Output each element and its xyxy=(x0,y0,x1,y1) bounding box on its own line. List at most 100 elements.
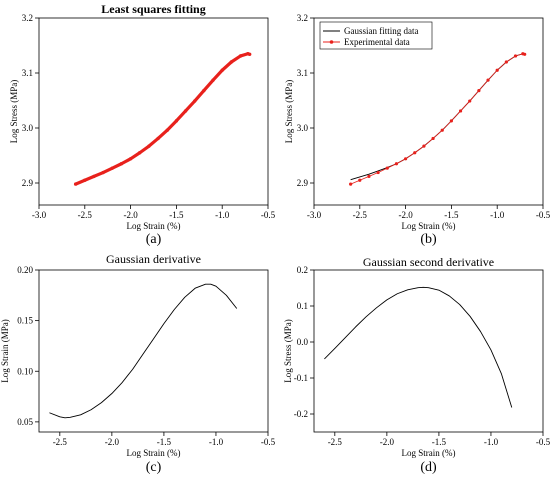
data-point xyxy=(495,68,499,72)
series-line-0 xyxy=(75,52,251,186)
x-axis-label: Log Strain (%) xyxy=(127,448,181,458)
panel-caption: (d) xyxy=(420,460,437,475)
x-tick-label: -1.0 xyxy=(490,210,505,220)
x-tick-label: -3.0 xyxy=(32,210,47,220)
x-tick-label: -1.0 xyxy=(209,437,224,447)
data-point xyxy=(440,128,444,132)
data-point xyxy=(431,136,435,141)
y-tick-label: 0.15 xyxy=(17,316,33,326)
data-point xyxy=(376,170,380,175)
data-point xyxy=(119,162,124,166)
y-tick-label: 3.2 xyxy=(297,13,308,23)
x-axis-label: Log Strain (%) xyxy=(402,448,456,458)
chart-panel-a: Least squares fitting -3.0 -2.5 -2.0 -1.5 -1.… xyxy=(9,2,276,247)
y-tick-label: 2.9 xyxy=(22,178,34,188)
x-axis-label: Log Strain (%) xyxy=(402,221,456,231)
data-point xyxy=(138,151,142,155)
series-line-0 xyxy=(49,283,238,419)
panel-caption: (c) xyxy=(146,460,162,475)
y-tick-label: 3.0 xyxy=(22,123,34,133)
data-point xyxy=(128,157,133,161)
data-point xyxy=(101,170,105,175)
chart-title: Least squares fitting xyxy=(101,2,205,16)
chart-panel-b: -3.0 -2.5 -2.0 -1.5 -1.0 -0.5 2.9 3.0 3.1 3.2 Log … xyxy=(284,13,550,247)
x-tick-label: -3.0 xyxy=(307,210,322,220)
y-tick-label: 2.9 xyxy=(297,178,309,188)
x-tick-label: -1.5 xyxy=(157,437,172,447)
y-tick-label: 3.1 xyxy=(297,68,308,78)
y-axis-label: Log Stress (MPa) xyxy=(9,80,19,144)
data-point xyxy=(449,119,453,123)
legend-box xyxy=(319,21,433,50)
x-tick-label: -2.5 xyxy=(78,210,93,220)
data-point xyxy=(404,157,408,161)
x-tick-label: -0.5 xyxy=(536,210,550,220)
data-point xyxy=(504,60,508,64)
series-line-0 xyxy=(350,53,525,181)
data-point xyxy=(349,182,353,186)
data-point xyxy=(211,78,215,82)
data-point xyxy=(477,89,481,93)
data-point xyxy=(385,166,389,170)
data-point xyxy=(165,128,169,132)
x-tick-label: -1.0 xyxy=(215,210,230,220)
y-tick-label: 0.05 xyxy=(17,417,33,427)
series-line-0 xyxy=(324,286,513,408)
data-point xyxy=(183,109,188,113)
data-point xyxy=(220,68,224,72)
y-tick-label: 0.20 xyxy=(17,265,33,275)
data-point xyxy=(110,166,114,170)
y-axis-label: Log Strain (MPa) xyxy=(0,319,10,383)
x-tick-label: -2.0 xyxy=(398,210,413,220)
y-tick-label: 3.0 xyxy=(297,123,309,133)
data-point xyxy=(468,99,472,103)
x-tick-label: -2.0 xyxy=(123,210,138,220)
data-point xyxy=(523,52,527,56)
data-point xyxy=(92,174,96,179)
panel-caption: (a) xyxy=(146,232,162,247)
chart-title: Gaussian derivative xyxy=(106,252,201,266)
y-tick-label: 0.1 xyxy=(297,301,308,311)
y-tick-label: 3.1 xyxy=(22,68,33,78)
data-point xyxy=(247,52,252,56)
plot-frame xyxy=(313,269,544,433)
data-point xyxy=(367,174,371,178)
x-tick-label: -0.5 xyxy=(261,210,276,220)
x-tick-label: -2.5 xyxy=(328,437,343,447)
x-axis-label: Log Strain (%) xyxy=(127,221,181,231)
data-point xyxy=(238,54,243,58)
panel-caption: (b) xyxy=(420,232,437,247)
x-tick-label: -2.0 xyxy=(380,437,395,447)
data-point xyxy=(83,178,87,182)
y-tick-label: 0.10 xyxy=(17,366,33,376)
data-point xyxy=(394,162,399,166)
data-point xyxy=(193,99,197,103)
chart-title: Gaussian second derivative xyxy=(363,255,494,269)
data-point xyxy=(156,136,160,141)
x-tick-label: -2.0 xyxy=(105,437,120,447)
y-tick-label: -0.2 xyxy=(294,409,308,419)
data-point xyxy=(73,182,78,186)
data-point xyxy=(422,144,426,148)
y-tick-label: 3.2 xyxy=(22,13,33,23)
x-tick-label: -1.5 xyxy=(432,437,447,447)
y-tick-label: -0.1 xyxy=(294,373,308,383)
data-point xyxy=(358,178,362,182)
series-line-1 xyxy=(350,53,525,185)
x-tick-label: -1.5 xyxy=(169,210,184,220)
x-tick-label: -0.5 xyxy=(536,437,550,447)
y-tick-label: 0.2 xyxy=(297,265,308,275)
data-point xyxy=(174,119,179,123)
x-tick-label: -1.5 xyxy=(444,210,459,220)
x-tick-label: -2.5 xyxy=(53,437,68,447)
y-axis-label: Log Stress (MPa) xyxy=(283,319,293,383)
plot-frame xyxy=(38,269,269,433)
plot-frame xyxy=(38,17,269,206)
legend-label-1: Experimental data xyxy=(344,37,410,47)
data-point xyxy=(413,151,417,155)
chart-panel-d: Gaussian second derivative -2.5 -2.0 -1.5 -1… xyxy=(283,255,550,475)
x-tick-label: -2.5 xyxy=(353,210,368,220)
data-point xyxy=(202,88,206,93)
y-axis-label: Log Stress (MPa) xyxy=(284,80,294,144)
